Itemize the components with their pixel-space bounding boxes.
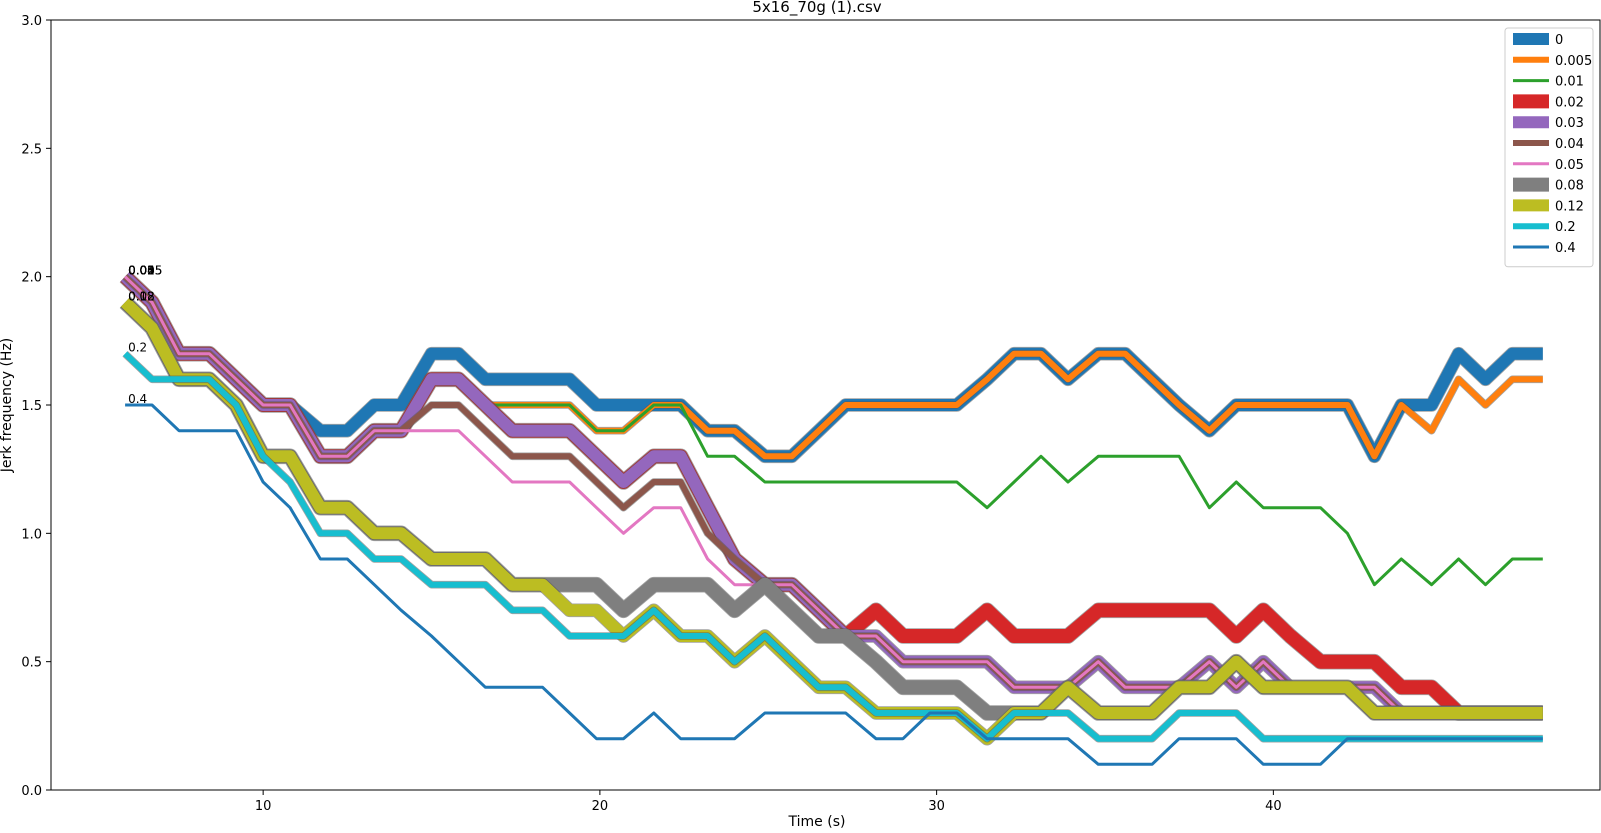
series-line-0	[120, 272, 1543, 463]
series-line-0.02	[120, 271, 1543, 720]
legend-item: 0.03	[1513, 116, 1584, 131]
legend-label: 0.08	[1555, 179, 1584, 194]
series-0.4	[125, 403, 1543, 766]
series-line-0.04	[123, 274, 1543, 716]
legend-label: 0.12	[1555, 199, 1584, 214]
y-tick-label: 3.0	[21, 14, 42, 29]
x-tick-label: 10	[255, 799, 272, 814]
legend-label: 0.04	[1555, 137, 1584, 152]
legend-item: 0	[1513, 33, 1563, 48]
series-start-label: 0.005	[128, 264, 162, 278]
legend-label: 0.4	[1555, 241, 1576, 256]
legend-item: 0.12	[1513, 199, 1584, 214]
series-start-label: 0.08	[128, 289, 155, 303]
series-0.03	[120, 271, 1543, 720]
series-start-label: 0.04	[128, 264, 155, 278]
series-start-label: 0.05	[128, 264, 155, 278]
legend-item: 0.05	[1513, 158, 1584, 173]
x-axis: 10 20 30 40	[255, 790, 1282, 814]
legend-label: 0.05	[1555, 158, 1584, 173]
series-start-label: 0.12	[128, 289, 155, 303]
series-start-label: 0.01	[128, 264, 155, 278]
legend-item: 0.02	[1513, 94, 1584, 110]
legend-label: 0	[1555, 33, 1563, 48]
series-outline-0.02	[119, 271, 1543, 721]
x-tick-label: 40	[1265, 799, 1282, 814]
legend-label: 0.03	[1555, 116, 1584, 131]
legend: 0 0.005 0.01 0.02 0.03 0.04 0.05 0.08 0.12 0.2 0.4	[1504, 27, 1594, 268]
series-0.2	[122, 350, 1543, 743]
legend-label: 0.02	[1555, 95, 1584, 110]
plot-area	[119, 271, 1543, 766]
series-0.02	[119, 271, 1543, 721]
legend-item: 0.08	[1513, 177, 1584, 194]
legend-label: 0.005	[1555, 54, 1592, 69]
legend-label: 0.2	[1555, 220, 1576, 235]
legend-item: 0.2	[1513, 220, 1576, 235]
series-0	[120, 271, 1543, 464]
y-tick-label: 0.5	[21, 656, 42, 671]
legend-item: 0.4	[1513, 241, 1576, 256]
y-tick-label: 1.5	[21, 399, 42, 414]
y-tick-label: 1.0	[21, 527, 42, 542]
x-axis-title: Time (s)	[788, 814, 846, 830]
series-line-0.12	[120, 297, 1543, 745]
legend-label: 0.01	[1555, 75, 1584, 90]
series-line-0.2	[123, 351, 1543, 742]
series-0.12	[120, 297, 1543, 746]
chart-title: 5x16_70g (1).csv	[752, 0, 881, 17]
series-start-label: 0.4	[128, 392, 147, 406]
y-tick-label: 2.5	[21, 142, 42, 157]
series-line-0.4	[125, 403, 1543, 766]
series-outline-0.03	[120, 271, 1543, 720]
series-line-0.03	[120, 272, 1543, 719]
legend-item: 0.01	[1513, 75, 1584, 90]
series-0.04	[122, 273, 1543, 717]
series-outline-0.04	[122, 273, 1543, 717]
series-start-label: 0.02	[128, 264, 155, 278]
series-start-label: 0.03	[128, 264, 155, 278]
x-tick-label: 30	[928, 799, 945, 814]
y-axis-title: Jerk frequency (Hz)	[0, 338, 15, 474]
series-start-label: 0.005	[128, 264, 162, 278]
series-start-label: 0.2	[128, 341, 147, 355]
y-tick-label: 2.0	[21, 271, 42, 286]
series-line-0.05	[124, 275, 1543, 715]
legend-item: 0.04	[1513, 137, 1584, 152]
legend-item: 0.005	[1513, 54, 1592, 69]
series-0.05	[124, 275, 1543, 715]
series-start-labels: 0.0050.0050.010.020.030.040.050.080.120.…	[128, 264, 162, 406]
y-axis: 0.0 0.5 1.0 1.5 2.0 2.5 3.0	[21, 14, 51, 799]
y-tick-label: 0.0	[21, 784, 42, 799]
series-outline-0.12	[120, 297, 1543, 746]
x-tick-label: 20	[592, 799, 609, 814]
